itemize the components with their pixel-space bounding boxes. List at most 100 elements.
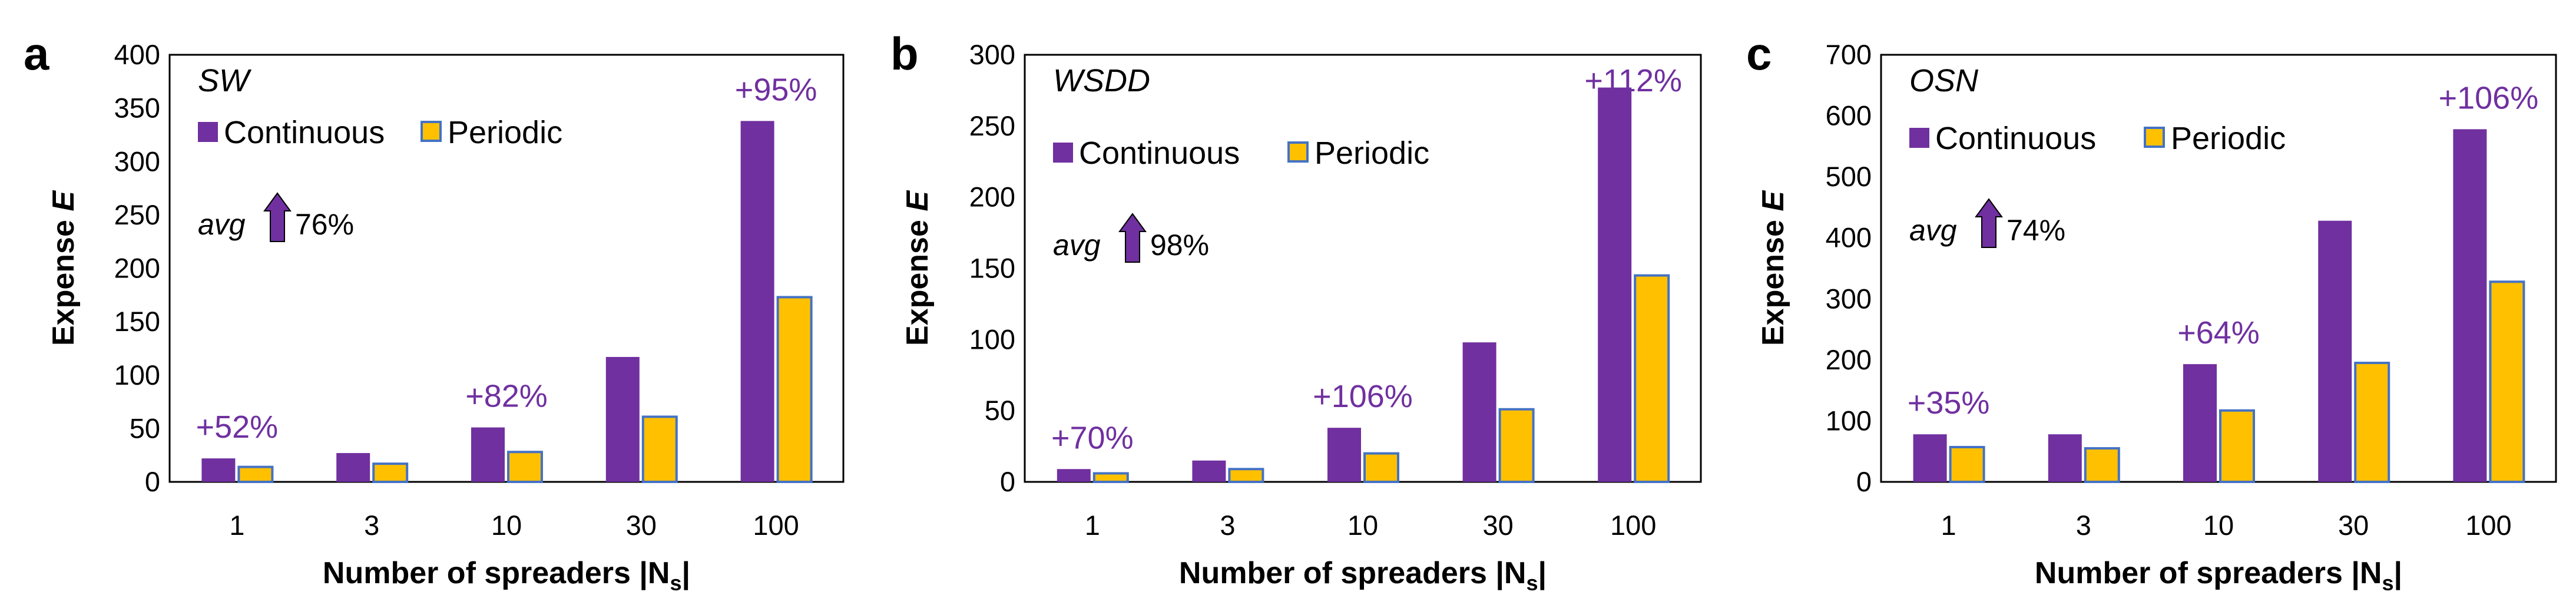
bar-continuous: [2048, 434, 2082, 482]
up-arrow-icon: [1118, 213, 1147, 263]
x-tick-label: 10: [491, 510, 522, 541]
increase-label: +106%: [1313, 379, 1413, 414]
y-tick-label: 250: [114, 199, 160, 230]
bar-continuous: [2318, 220, 2352, 482]
bar-periodic: [2084, 447, 2120, 483]
increase-label: +112%: [1584, 63, 1682, 98]
avg-value: 98%: [1150, 229, 1209, 262]
up-arrow-icon: [1975, 198, 2003, 248]
avg-value: 76%: [295, 208, 354, 241]
y-tick-label: 0: [1856, 466, 1872, 497]
bar-periodic: [507, 451, 543, 483]
legend-label-periodic: Periodic: [2171, 121, 2286, 156]
bar-periodic: [1498, 408, 1535, 483]
y-tick-label: 300: [1826, 283, 1872, 314]
legend-label-continuous: Continuous: [1935, 121, 2096, 156]
y-tick-label: 400: [1826, 222, 1872, 253]
increase-label: +52%: [196, 409, 279, 445]
plot-frame: [1024, 54, 1702, 483]
y-tick-label: 100: [1826, 405, 1872, 436]
panel-a: a 0 50 100 150 200 250 300 350 400 Expense E 1 3 10 30…: [24, 28, 845, 595]
legend-swatch-continuous: [198, 122, 218, 142]
bar-continuous: [1598, 87, 1632, 482]
x-tick-label: 3: [364, 510, 379, 541]
avg-value: 74%: [2007, 214, 2065, 247]
x-tick-label: 100: [753, 510, 799, 541]
y-tick-label: 150: [969, 253, 1015, 284]
y-tick-label: 150: [114, 306, 160, 337]
avg-label: avg: [1909, 214, 1957, 247]
plot-frame: [168, 54, 845, 483]
bar-periodic: [776, 296, 813, 483]
x-tick-label: 3: [2076, 510, 2091, 541]
x-tick-label: 30: [626, 510, 657, 541]
y-tick-label: 250: [969, 110, 1015, 141]
bar-periodic: [1228, 468, 1264, 483]
legend-label-periodic: Periodic: [1315, 135, 1429, 171]
bar-periodic: [2219, 409, 2255, 483]
plot-frame: [1880, 54, 2557, 483]
bar-continuous: [2183, 364, 2217, 482]
legend-label-periodic: Periodic: [448, 115, 562, 150]
bar-continuous: [1462, 342, 1496, 482]
bar-periodic: [237, 465, 274, 483]
y-tick-label: 700: [1826, 39, 1872, 70]
bar-periodic: [1092, 472, 1129, 483]
x-axis-label: Number of spreaders |Ns|: [323, 556, 690, 595]
y-axis-label: Expense E: [1756, 190, 1790, 346]
panel-b: b 0 50 100 150 200 250 300 Expense E 1 3 10 30 100 Num…: [890, 28, 1702, 595]
bar-continuous: [201, 458, 236, 482]
bar-periodic: [1634, 274, 1670, 483]
legend-swatch-continuous: [1053, 143, 1073, 163]
network-name: SW: [198, 63, 252, 98]
legend-swatch-continuous: [1909, 128, 1929, 148]
avg-label: avg: [1053, 229, 1101, 262]
bar-periodic: [372, 462, 409, 483]
y-tick-label: 300: [114, 146, 160, 177]
y-tick-label: 50: [985, 395, 1015, 426]
legend-label-continuous: Continuous: [224, 115, 385, 150]
increase-label: +106%: [2439, 80, 2539, 115]
x-tick-label: 1: [1085, 510, 1100, 541]
legend-swatch-periodic: [420, 121, 442, 142]
x-tick-label: 10: [1347, 510, 1378, 541]
panel-c: c 0 100 200 300 400 500 600 700 Expense E 1 3 10 30 10…: [1746, 28, 2557, 595]
legend-label-continuous: Continuous: [1079, 135, 1240, 171]
x-tick-label: 1: [1941, 510, 1956, 541]
y-tick-label: 350: [114, 92, 160, 124]
bar-continuous: [1192, 460, 1226, 482]
legend-swatch-periodic: [1287, 141, 1309, 163]
x-axis-label: Number of spreaders |Ns|: [2035, 556, 2402, 595]
bar-continuous: [740, 121, 774, 482]
x-tick-label: 1: [229, 510, 244, 541]
bar-periodic: [1949, 445, 1985, 484]
x-tick-label: 100: [2465, 510, 2511, 541]
y-tick-label: 200: [114, 253, 160, 284]
y-axis-label: Expense E: [900, 190, 935, 346]
bar-periodic: [1363, 452, 1399, 484]
bar-continuous: [605, 356, 640, 482]
y-tick-label: 400: [114, 39, 160, 70]
y-tick-label: 0: [145, 466, 160, 497]
y-tick-label: 0: [1000, 466, 1015, 497]
y-tick-label: 100: [969, 323, 1015, 355]
avg-label: avg: [198, 208, 246, 241]
bar-continuous: [1327, 428, 1361, 482]
x-tick-label: 30: [2338, 510, 2369, 541]
y-tick-label: 300: [969, 39, 1015, 70]
y-tick-label: 500: [1826, 161, 1872, 192]
up-arrow-icon: [263, 192, 292, 242]
y-tick-label: 200: [969, 181, 1015, 213]
panel-letter: a: [24, 28, 49, 80]
panel-letter: b: [890, 28, 919, 80]
bar-periodic: [2354, 362, 2390, 483]
x-tick-label: 30: [1482, 510, 1513, 541]
y-tick-label: 200: [1826, 344, 1872, 375]
increase-label: +64%: [2177, 315, 2260, 351]
x-tick-label: 3: [1220, 510, 1235, 541]
bar-continuous: [471, 427, 505, 482]
network-name: WSDD: [1053, 63, 1150, 98]
bar-continuous: [1057, 469, 1091, 482]
bar-continuous: [1913, 434, 1947, 482]
